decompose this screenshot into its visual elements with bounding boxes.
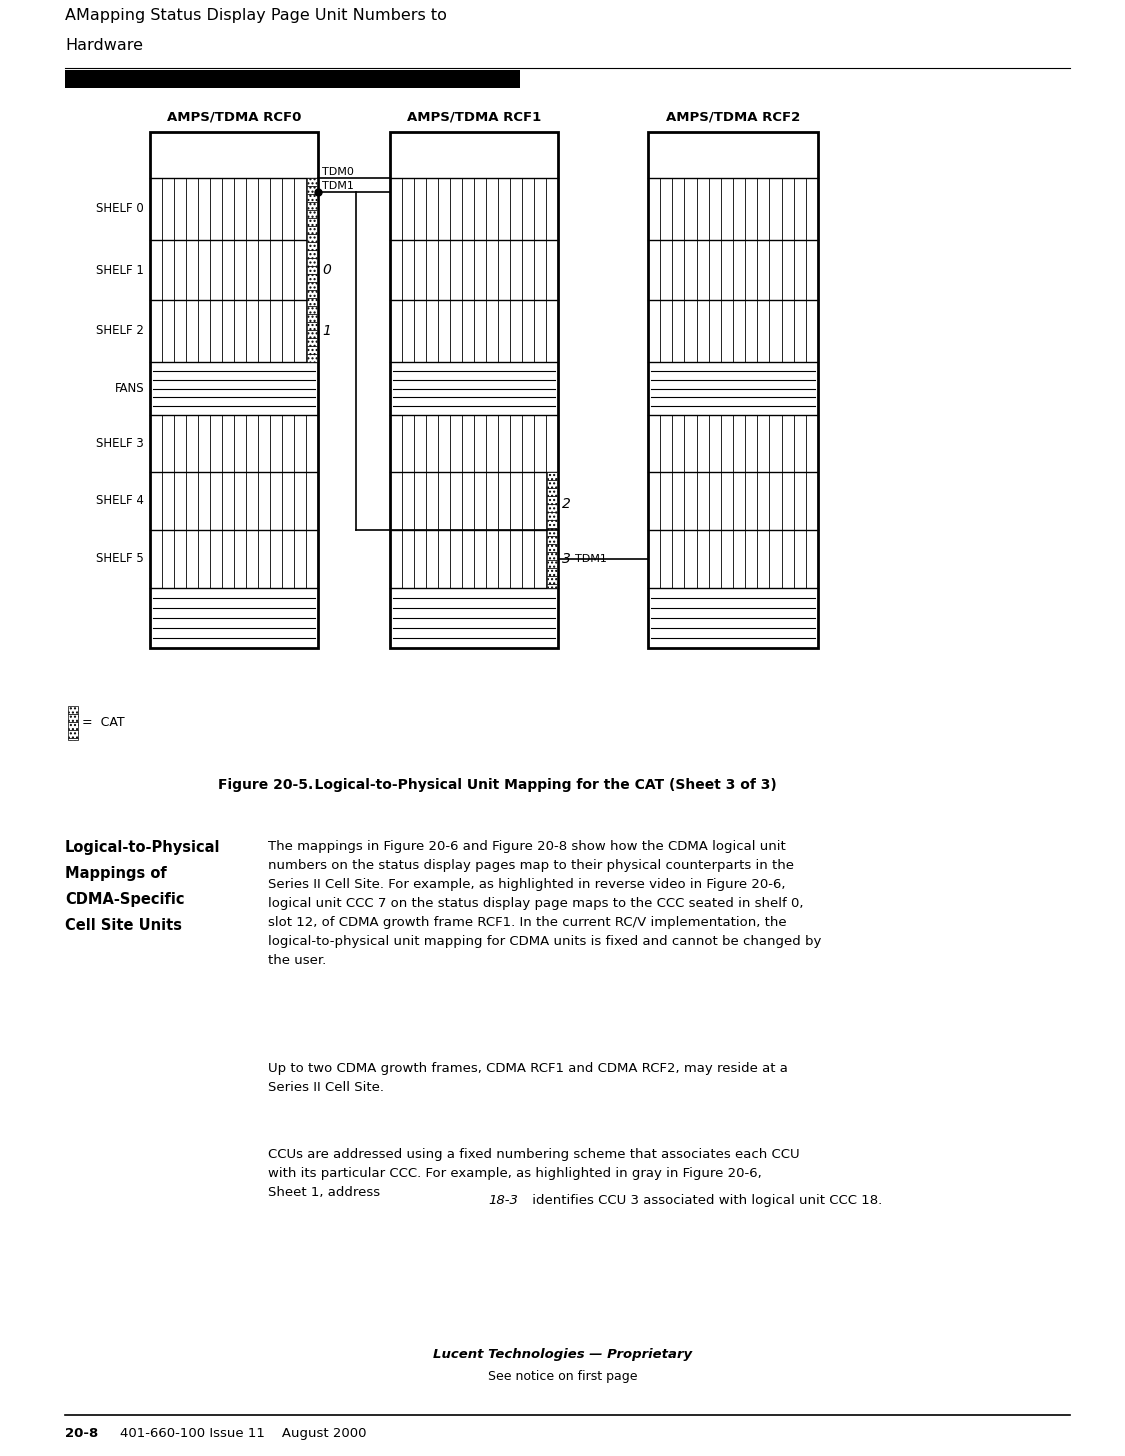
Text: Logical-to-Physical Unit Mapping for the CAT (Sheet 3 of 3): Logical-to-Physical Unit Mapping for the… (295, 778, 776, 792)
Text: AMPS/TDMA RCF0: AMPS/TDMA RCF0 (166, 111, 302, 124)
Text: See notice on first page: See notice on first page (488, 1370, 637, 1383)
Text: 3: 3 (562, 552, 570, 566)
Bar (68, 738, 78, 740)
Text: Lucent Technologies — Proprietary: Lucent Technologies — Proprietary (433, 1348, 692, 1361)
Bar (547, 513, 557, 520)
Text: TDM1: TDM1 (322, 181, 354, 191)
Bar (547, 536, 557, 545)
Text: Hardware: Hardware (65, 38, 143, 52)
Text: The mappings in Figure 20-6 and Figure 20-8 show how the CDMA logical unit
numbe: The mappings in Figure 20-6 and Figure 2… (268, 840, 821, 967)
Bar (307, 354, 317, 363)
Bar (307, 218, 317, 226)
Bar (68, 713, 78, 722)
Text: SHELF 3: SHELF 3 (97, 437, 144, 450)
Bar (307, 322, 317, 331)
Text: TDM1: TDM1 (575, 553, 606, 563)
Text: TDM0: TDM0 (322, 167, 354, 178)
Bar (307, 298, 317, 306)
Bar (547, 577, 557, 584)
Bar (307, 178, 317, 186)
Text: SHELF 5: SHELF 5 (97, 552, 144, 565)
Bar (547, 561, 557, 568)
Bar (307, 306, 317, 314)
Bar (648, 132, 818, 648)
Text: SHELF 2: SHELF 2 (96, 325, 144, 338)
Bar (307, 338, 317, 347)
Bar (307, 242, 317, 250)
Bar (68, 706, 78, 713)
Bar (547, 496, 557, 504)
Bar (547, 568, 557, 577)
Text: AMPS/TDMA RCF1: AMPS/TDMA RCF1 (407, 111, 541, 124)
Bar (547, 480, 557, 488)
Bar (307, 226, 317, 234)
Text: AMPS/TDMA RCF2: AMPS/TDMA RCF2 (666, 111, 800, 124)
Text: 1: 1 (322, 325, 331, 338)
Bar (65, 70, 520, 87)
Bar (547, 545, 557, 552)
Bar (307, 202, 317, 210)
Bar (307, 210, 317, 218)
Text: Mappings of: Mappings of (65, 866, 166, 881)
Text: SHELF 1: SHELF 1 (96, 264, 144, 277)
Bar (307, 347, 317, 354)
Bar (547, 488, 557, 496)
Bar (307, 282, 317, 290)
Bar (307, 194, 317, 202)
Text: FANS: FANS (115, 381, 144, 395)
Bar (307, 290, 317, 298)
Bar (390, 132, 558, 648)
Bar (307, 266, 317, 274)
Bar (307, 274, 317, 282)
Text: identifies CCU 3 associated with logical unit CCC 18.: identifies CCU 3 associated with logical… (528, 1194, 882, 1207)
Bar (150, 132, 318, 648)
Text: 401-660-100 Issue 11    August 2000: 401-660-100 Issue 11 August 2000 (104, 1427, 367, 1440)
Text: =  CAT: = CAT (82, 716, 125, 729)
Bar (547, 552, 557, 561)
Bar (547, 504, 557, 513)
Text: Cell Site Units: Cell Site Units (65, 917, 182, 933)
Bar (547, 472, 557, 480)
Bar (547, 529, 557, 536)
Text: 20-8: 20-8 (65, 1427, 98, 1440)
Text: 18-3: 18-3 (488, 1194, 518, 1207)
Bar (307, 258, 317, 266)
Text: CCUs are addressed using a fixed numbering scheme that associates each CCU
with : CCUs are addressed using a fixed numberi… (268, 1147, 800, 1198)
Bar (547, 584, 557, 588)
Text: SHELF 0: SHELF 0 (97, 202, 144, 215)
Text: AMapping Status Display Page Unit Numbers to: AMapping Status Display Page Unit Number… (65, 7, 447, 23)
Text: Logical-to-Physical: Logical-to-Physical (65, 840, 220, 855)
Text: SHELF 4: SHELF 4 (96, 495, 144, 508)
Bar (307, 186, 317, 194)
Bar (307, 331, 317, 338)
Text: CDMA-Specific: CDMA-Specific (65, 893, 184, 907)
Text: 2: 2 (562, 496, 570, 511)
Bar (68, 729, 78, 738)
Text: Up to two CDMA growth frames, CDMA RCF1 and CDMA RCF2, may reside at a
Series II: Up to two CDMA growth frames, CDMA RCF1 … (268, 1061, 788, 1093)
Bar (307, 250, 317, 258)
Bar (547, 520, 557, 529)
Bar (307, 314, 317, 322)
Bar (68, 722, 78, 729)
Bar (307, 234, 317, 242)
Text: 0: 0 (322, 264, 331, 277)
Text: Figure 20-5.: Figure 20-5. (218, 778, 313, 792)
